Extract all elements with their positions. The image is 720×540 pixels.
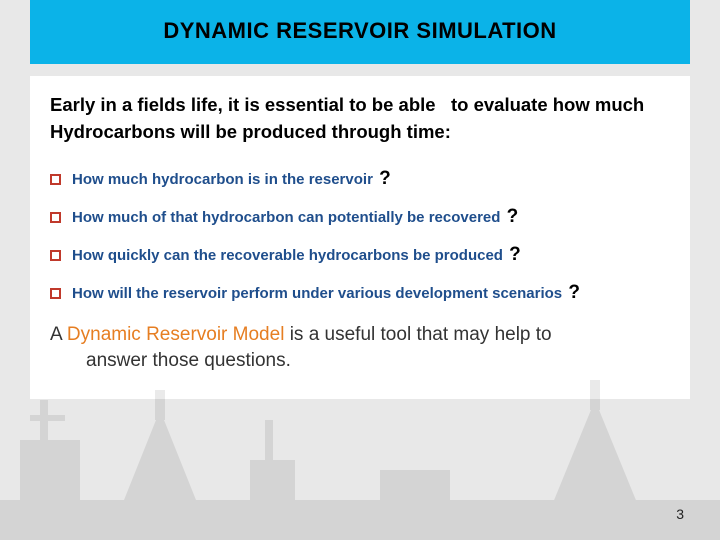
page-number: 3 xyxy=(676,506,684,522)
square-bullet-icon xyxy=(50,288,61,299)
square-bullet-icon xyxy=(50,212,61,223)
square-bullet-icon xyxy=(50,174,61,185)
bullet-text: How much of that hydrocarbon can potenti… xyxy=(72,206,670,228)
slide-title: DYNAMIC RESERVOIR SIMULATION xyxy=(30,18,690,44)
list-item: How will the reservoir perform under var… xyxy=(50,282,670,304)
highlight-text: Dynamic Reservoir Model xyxy=(67,324,285,345)
bullet-text: How much hydrocarbon is in the reservoir… xyxy=(72,168,670,190)
bullet-text: How quickly can the recoverable hydrocar… xyxy=(72,244,670,266)
question-mark: ? xyxy=(509,244,521,265)
content-box: Early in a fields life, it is essential … xyxy=(30,76,690,399)
bullet-list: How much hydrocarbon is in the reservoir… xyxy=(50,168,670,304)
bullet-text: How will the reservoir perform under var… xyxy=(72,282,670,304)
list-item: How quickly can the recoverable hydrocar… xyxy=(50,244,670,266)
list-item: How much of that hydrocarbon can potenti… xyxy=(50,206,670,228)
intro-text: Early in a fields life, it is essential … xyxy=(50,92,670,146)
conclusion-text: A Dynamic Reservoir Model is a useful to… xyxy=(50,322,670,375)
question-mark: ? xyxy=(568,282,580,303)
slide-header: DYNAMIC RESERVOIR SIMULATION xyxy=(30,0,690,64)
question-mark: ? xyxy=(379,168,391,189)
list-item: How much hydrocarbon is in the reservoir… xyxy=(50,168,670,190)
question-mark: ? xyxy=(507,206,519,227)
square-bullet-icon xyxy=(50,250,61,261)
